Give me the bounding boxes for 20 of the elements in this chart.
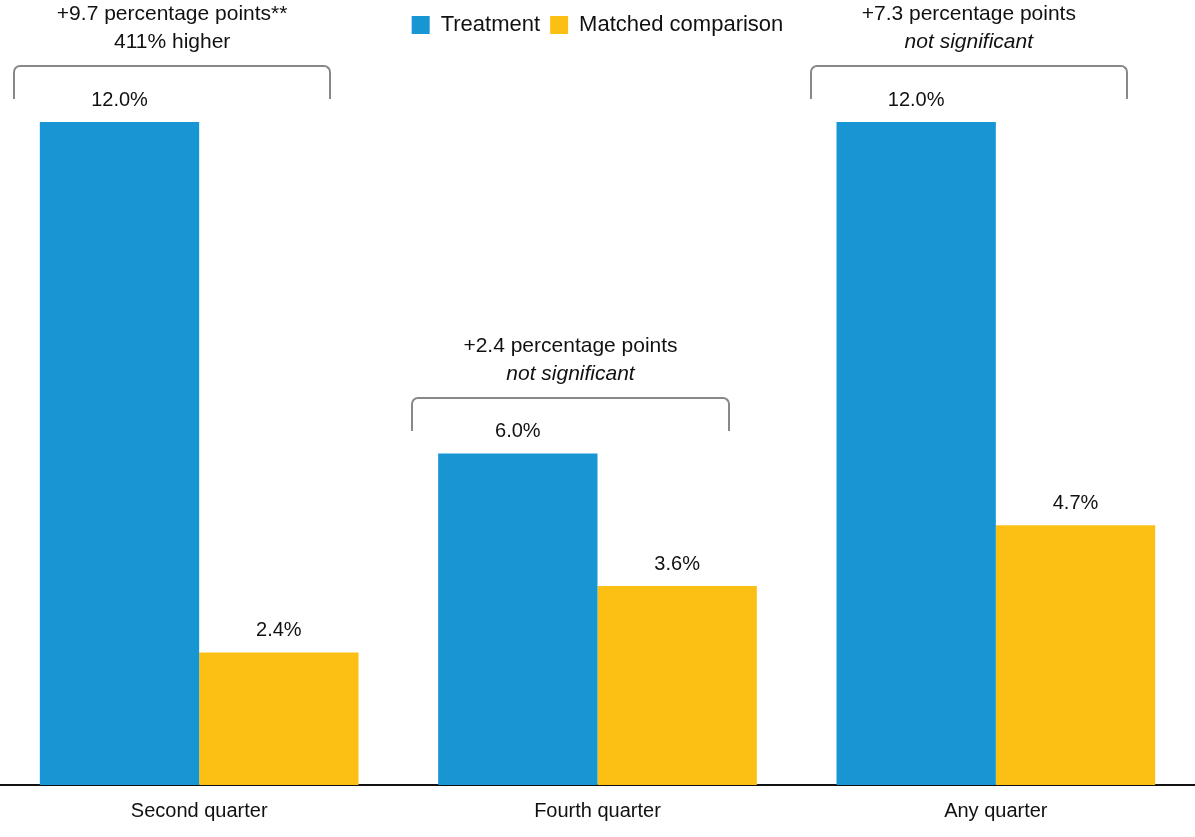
data-label: 4.7% <box>1052 490 1099 513</box>
bar <box>995 525 1156 785</box>
bar <box>39 122 200 785</box>
data-label: 2.4% <box>256 617 302 640</box>
bar <box>438 453 598 785</box>
legend-label: Matched comparison <box>579 11 784 37</box>
annotation: +2.4 percentage points not significant <box>463 331 678 386</box>
x-tick-label: Fourth quarter <box>534 798 662 821</box>
text: +7.3 percentage points not significant <box>861 0 1076 54</box>
legend-label: Treatment <box>440 11 541 37</box>
text: +9.7 percentage points** 411% higher <box>56 0 288 54</box>
x-tick-label: Second quarter <box>130 798 268 821</box>
bar <box>597 586 757 785</box>
data-label: 12.0% <box>91 87 149 110</box>
x-tick-label: Any quarter <box>944 798 1048 821</box>
data-label: 3.6% <box>654 551 701 574</box>
data-label: 6.0% <box>495 419 541 442</box>
bar <box>199 652 359 785</box>
data-label: 12.0% <box>887 87 945 110</box>
bar <box>836 122 996 785</box>
